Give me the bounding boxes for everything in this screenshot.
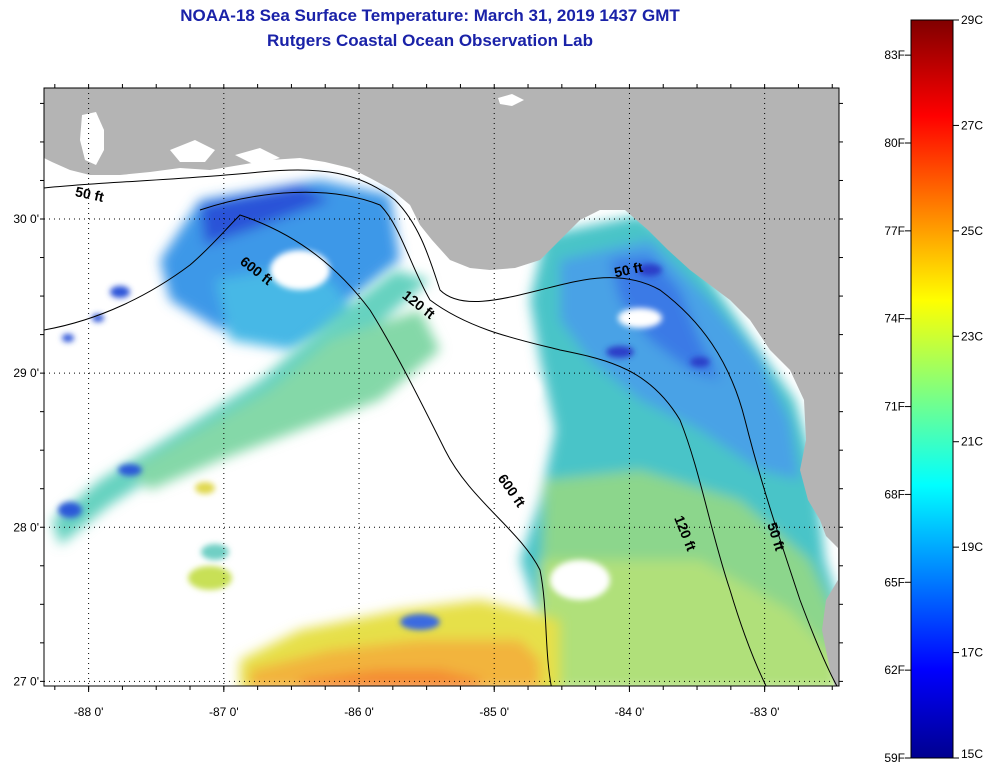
contour-label: 50 ft: [613, 259, 645, 281]
colorbar-ticks: 15C 17C 19C 21C 23C 25C 27C 29C 59F 62F 65F 68F 71F 7…: [884, 13, 983, 765]
celsius-tick-label: 29C: [961, 13, 983, 27]
fahrenheit-tick-label: 71F: [884, 400, 905, 414]
fahrenheit-tick-label: 65F: [884, 575, 905, 589]
axis-labels: -88 0' -87 0' -86 0' -85 0' -84 0' -83 0' 27 0…: [13, 212, 779, 719]
lon-tick-label: -85 0': [479, 705, 509, 719]
map-plot-area: [44, 88, 839, 686]
lon-tick-label: -83 0': [750, 705, 780, 719]
celsius-tick-label: 19C: [961, 540, 983, 554]
celsius-tick-label: 23C: [961, 329, 983, 343]
lon-tick-label: -88 0': [74, 705, 104, 719]
celsius-tick-label: 25C: [961, 224, 983, 238]
lon-tick-label: -86 0': [344, 705, 374, 719]
bathymetry-contours: [44, 169, 838, 686]
lon-tick-label: -87 0': [209, 705, 239, 719]
land: [44, 88, 839, 686]
fahrenheit-tick-label: 62F: [884, 663, 905, 677]
sst-field: [52, 180, 838, 686]
fahrenheit-tick-label: 68F: [884, 487, 905, 501]
map-title: NOAA-18 Sea Surface Temperature: March 3…: [180, 6, 680, 25]
celsius-tick-label: 27C: [961, 118, 983, 132]
map-subtitle: Rutgers Coastal Ocean Observation Lab: [267, 31, 593, 50]
celsius-tick-label: 17C: [961, 646, 983, 660]
plot-frame: [43, 87, 840, 687]
lon-tick-label: -84 0': [615, 705, 645, 719]
lat-tick-label: 27 0': [13, 674, 39, 688]
lat-tick-label: 30 0': [13, 212, 39, 226]
colorbar-gradient: [910, 19, 954, 759]
lat-tick-label: 28 0': [13, 520, 39, 534]
fahrenheit-tick-label: 83F: [884, 48, 905, 62]
contour-label: 50 ft: [74, 183, 106, 205]
graticule: [40, 84, 843, 692]
celsius-tick-label: 21C: [961, 435, 983, 449]
lat-tick-label: 29 0': [13, 366, 39, 380]
fahrenheit-tick-label: 80F: [884, 136, 905, 150]
celsius-tick-label: 15C: [961, 747, 983, 761]
fahrenheit-tick-label: 59F: [884, 751, 905, 765]
fahrenheit-tick-label: 77F: [884, 224, 905, 238]
fahrenheit-tick-label: 74F: [884, 312, 905, 326]
